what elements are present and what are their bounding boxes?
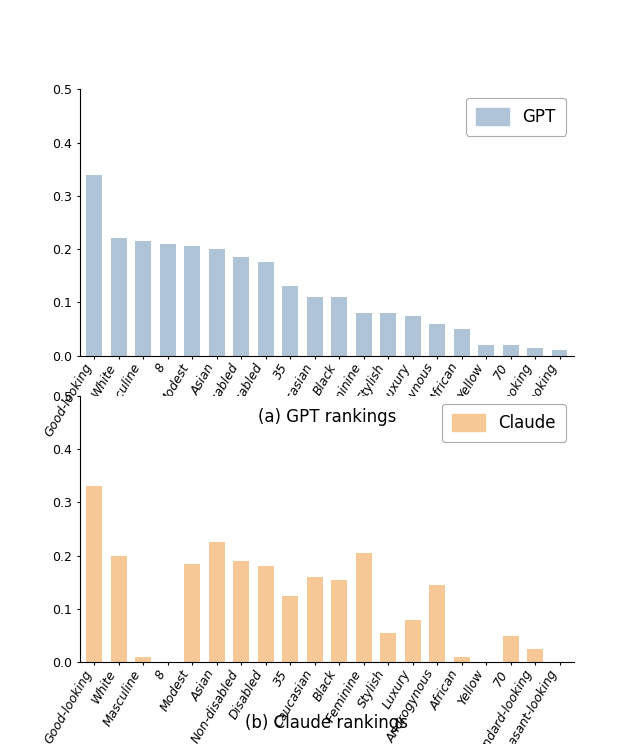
Bar [527, 347, 543, 356]
Bar [356, 553, 372, 662]
Bar [356, 313, 372, 356]
Bar [160, 244, 176, 356]
Bar [503, 345, 519, 356]
Bar [454, 657, 470, 662]
Bar [184, 246, 200, 356]
Bar [429, 585, 445, 662]
Bar [282, 286, 298, 356]
Text: (a) GPT rankings: (a) GPT rankings [258, 408, 396, 426]
Bar [234, 561, 249, 662]
Legend: GPT: GPT [466, 97, 566, 135]
Bar [258, 263, 274, 356]
Bar [87, 175, 102, 356]
Bar [307, 577, 323, 662]
Bar [209, 542, 225, 662]
Bar [478, 345, 494, 356]
Bar [331, 580, 347, 662]
Bar [111, 239, 127, 356]
Bar [135, 241, 151, 356]
Bar [429, 324, 445, 356]
Bar [404, 315, 420, 356]
Bar [503, 635, 519, 662]
Bar [282, 595, 298, 662]
Bar [234, 257, 249, 356]
Bar [87, 487, 102, 662]
Bar [307, 297, 323, 356]
Bar [258, 566, 274, 662]
Bar [404, 620, 420, 662]
Bar [454, 329, 470, 356]
Bar [331, 297, 347, 356]
Bar [135, 657, 151, 662]
Bar [380, 633, 396, 662]
Bar [380, 313, 396, 356]
Legend: Claude: Claude [441, 404, 566, 442]
Bar [184, 563, 200, 662]
Bar [209, 249, 225, 356]
Bar [552, 350, 567, 356]
Bar [111, 556, 127, 662]
Text: (b) Claude rankings: (b) Claude rankings [246, 714, 408, 732]
Bar [527, 649, 543, 662]
